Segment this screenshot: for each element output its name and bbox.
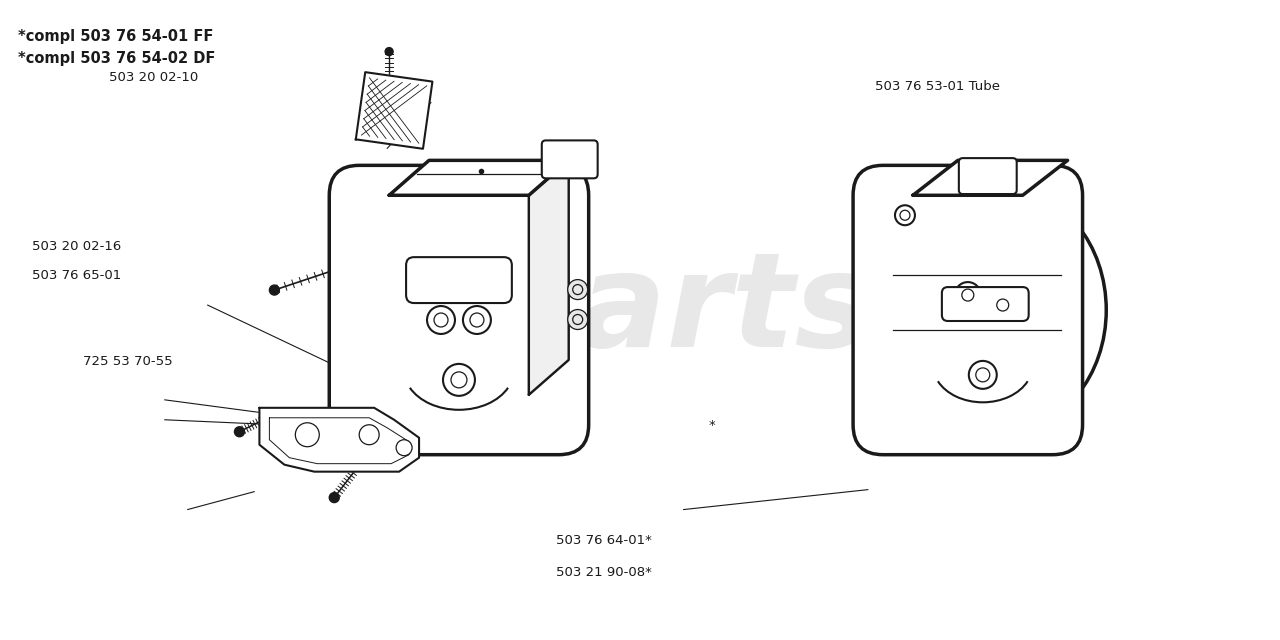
Circle shape <box>296 423 319 447</box>
Circle shape <box>975 368 989 382</box>
Polygon shape <box>356 72 433 148</box>
Circle shape <box>396 440 412 456</box>
Text: 503 20 02-16: 503 20 02-16 <box>32 240 122 253</box>
Text: *compl 503 76 54-02 DF: *compl 503 76 54-02 DF <box>18 51 215 66</box>
Text: 503 20 02-10: 503 20 02-10 <box>109 71 198 84</box>
Text: 503 76 64-01*: 503 76 64-01* <box>556 534 652 547</box>
FancyBboxPatch shape <box>406 257 512 303</box>
Circle shape <box>989 292 1016 318</box>
Text: *compl 503 76 54-01 FF: *compl 503 76 54-01 FF <box>18 29 214 44</box>
Circle shape <box>969 361 997 389</box>
Polygon shape <box>913 161 1068 195</box>
Circle shape <box>360 425 379 445</box>
Circle shape <box>572 285 582 294</box>
Text: PartsTre: PartsTre <box>489 246 1103 374</box>
Ellipse shape <box>908 189 1106 431</box>
Circle shape <box>895 205 915 225</box>
Polygon shape <box>389 161 568 195</box>
FancyBboxPatch shape <box>541 140 598 179</box>
Circle shape <box>900 211 910 220</box>
Circle shape <box>955 282 980 308</box>
Circle shape <box>961 289 974 301</box>
Text: 503 76 65-01: 503 76 65-01 <box>32 269 122 282</box>
Circle shape <box>997 299 1009 311</box>
Circle shape <box>572 314 582 324</box>
Circle shape <box>434 313 448 327</box>
Text: 503 21 90-08*: 503 21 90-08* <box>556 566 652 579</box>
Circle shape <box>428 306 454 334</box>
Circle shape <box>463 306 492 334</box>
Circle shape <box>443 364 475 396</box>
FancyBboxPatch shape <box>852 165 1083 454</box>
Circle shape <box>568 280 588 300</box>
FancyBboxPatch shape <box>959 158 1016 194</box>
Circle shape <box>568 310 588 330</box>
Circle shape <box>329 493 339 502</box>
Text: *: * <box>709 419 716 432</box>
FancyBboxPatch shape <box>942 287 1029 321</box>
FancyBboxPatch shape <box>329 165 589 454</box>
Text: 725 53 70-55: 725 53 70-55 <box>83 355 173 368</box>
Polygon shape <box>529 161 568 395</box>
Circle shape <box>470 313 484 327</box>
Circle shape <box>234 427 244 436</box>
Polygon shape <box>260 408 419 472</box>
Text: 503 76 53-01 Tube: 503 76 53-01 Tube <box>874 81 1000 93</box>
Circle shape <box>451 372 467 388</box>
Circle shape <box>269 285 279 295</box>
Circle shape <box>385 47 393 56</box>
